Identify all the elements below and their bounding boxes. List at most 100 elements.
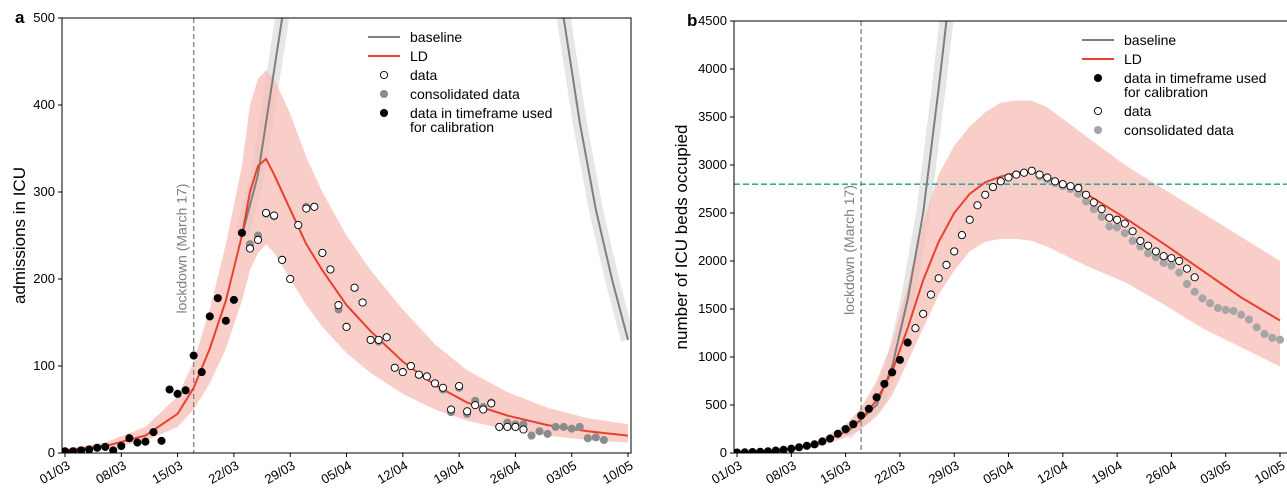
data-point [988,183,998,192]
data-point [1105,222,1114,231]
panel: a admissions in ICU 0 100 200 300 400 500 01/03 0… [10,8,636,487]
x-tick-label: 22/03 [872,458,908,487]
data-point [463,407,472,416]
data-point [1190,287,1199,296]
legend-symbol [368,36,400,38]
x-tick-label: 29/03 [926,458,962,487]
lockdown-label: lockdown (March 17) [174,184,190,314]
y-tick-label: 4500 [698,13,727,28]
data-point [591,433,600,442]
data-point [1229,306,1238,315]
data-point [382,333,391,342]
data-point [366,335,375,344]
data-point [1206,299,1215,308]
data-point [495,422,504,431]
legend-marker [379,108,389,118]
legend-symbol [1082,39,1114,41]
data-point [374,335,383,344]
data-point [390,363,399,372]
data-point [1268,333,1277,342]
data-point [165,385,174,394]
data-point [1159,258,1168,267]
data-point [422,372,431,381]
data-point [1244,315,1254,324]
plot-area [62,18,631,453]
data-point [1167,261,1176,270]
data-point [1043,173,1052,182]
data-point [1128,236,1137,245]
y-tick-label: 1000 [698,349,727,364]
legend-label: data in timeframe used for calibration [1124,70,1267,100]
x-tick-label: 26/04 [487,458,523,487]
data-point [1213,303,1222,313]
data-point [350,283,359,292]
data-point [109,446,118,453]
data-point [173,389,182,398]
data-point [895,355,904,364]
data-point [1082,190,1091,199]
y-tick-label: 100 [33,358,55,373]
data-point [101,442,110,451]
y-tick-label: 200 [33,271,55,286]
data-point [1089,198,1098,207]
lockdown-label: lockdown (March 17) [841,185,857,315]
legend-label: LD [1124,51,1142,67]
legend-symbol [1093,73,1103,83]
data-point [157,436,166,445]
data-point [414,370,423,379]
data-point [318,248,327,257]
data-point [965,215,974,224]
data-point [1275,335,1285,344]
y-tick-label: 4000 [698,61,727,76]
legend-symbol [379,108,389,118]
data-point [278,255,287,264]
x-tick-label: 01/03 [37,458,73,487]
x-tick-label: 05/04 [318,458,354,487]
data-point [430,379,440,388]
data-point [748,447,757,453]
legend-marker [1093,125,1103,135]
data-point [1113,223,1122,232]
data-point [771,446,780,453]
data-point [763,447,773,453]
legend-label: data in timeframe used for calibration [410,105,553,135]
data-point [756,447,765,453]
frame [61,17,632,454]
data-point [1027,166,1036,175]
data-point [1019,168,1029,177]
panel-label: b [687,11,697,30]
legend-marker [379,70,389,80]
data-point [342,322,351,331]
x-tick-label: 01/03 [709,458,745,487]
data-point [934,274,943,283]
legend-label: consolidated data [1124,122,1234,138]
y-tick-label: 2500 [698,205,727,220]
legend-entry: data [368,68,560,82]
data-point [1128,227,1137,236]
data-point [826,434,835,443]
y-tick-label: 0 [48,445,55,460]
data-point [833,429,842,438]
legend-symbol [1093,125,1103,135]
legend-entry: consolidated data [368,87,560,101]
legend-symbol [379,89,389,99]
data-point [888,368,897,377]
legend-label: baseline [1124,32,1177,48]
data-point [358,298,367,307]
data-point [575,422,584,431]
legend-symbol [368,55,400,57]
data-point [229,295,238,304]
data-point [1182,279,1191,289]
legend-label: data [410,67,438,83]
data-point [1097,212,1106,221]
data-point [141,437,150,446]
data-point [559,422,568,431]
data-point [942,260,951,269]
data-point [1159,252,1168,261]
y-tick-label: 300 [33,184,55,199]
data-point [85,445,94,453]
legend-entry: baseline [368,30,560,44]
data-point [841,424,850,434]
data-point [1175,256,1184,266]
